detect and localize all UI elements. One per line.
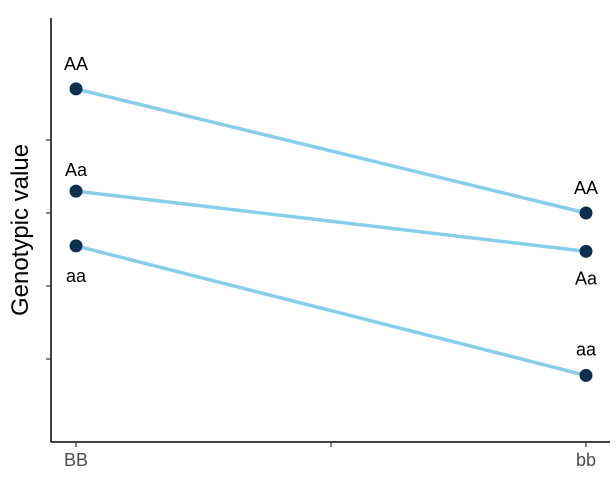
- series-line: [74, 189, 588, 254]
- axes: BB bb: [46, 18, 610, 470]
- series-line: [74, 87, 588, 215]
- series-layer: AA AA Aa Aa aa aa: [64, 54, 598, 382]
- data-label: aa: [576, 339, 597, 359]
- data-label: aa: [66, 266, 87, 286]
- y-axis-title: Genotypic value: [7, 144, 34, 316]
- data-point: [69, 184, 83, 198]
- data-point: [69, 239, 83, 253]
- data-point: [69, 82, 83, 96]
- x-tick-label: BB: [64, 450, 88, 470]
- data-point: [579, 368, 593, 382]
- x-tick-label: bb: [576, 450, 596, 470]
- data-point: [579, 244, 593, 258]
- data-label: Aa: [575, 268, 598, 288]
- series-line: [74, 244, 588, 378]
- data-label: AA: [574, 178, 598, 198]
- data-point: [579, 206, 593, 220]
- data-label: Aa: [65, 160, 88, 180]
- data-label: AA: [64, 54, 88, 74]
